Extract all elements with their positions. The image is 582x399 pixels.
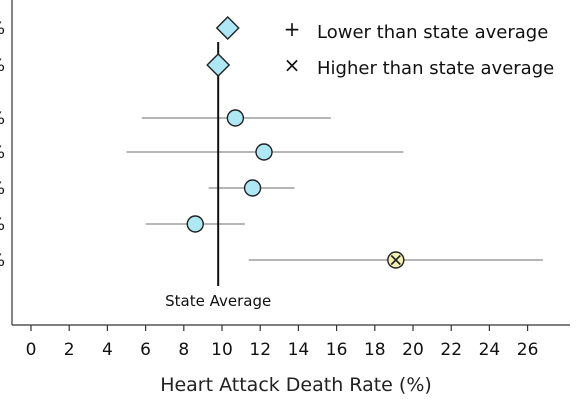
- x-tick-label-8: 16: [326, 340, 348, 360]
- data-markers: [186, 16, 405, 269]
- confidence-intervals: [126, 117, 543, 261]
- row-label-6: %: [0, 251, 5, 271]
- row-label-1: %: [0, 56, 5, 76]
- x-tick-label-3: 6: [140, 340, 151, 360]
- legend-label-lower: Lower than state average: [317, 22, 548, 43]
- circle-marker-2: [226, 109, 245, 127]
- x-tick-label-4: 8: [178, 340, 189, 360]
- legend: + Lower than state average × Higher than…: [284, 17, 555, 79]
- state-average-label: State Average: [165, 292, 271, 310]
- circle-marker-5: [186, 215, 204, 233]
- x-axis-title: Heart Attack Death Rate (%): [160, 374, 432, 396]
- legend-cross-icon: ×: [284, 53, 301, 77]
- x-tick-label-10: 20: [402, 340, 424, 360]
- row-label-4: %: [0, 179, 5, 199]
- row-label-0: %: [0, 19, 5, 39]
- circle-marker-4: [243, 179, 262, 197]
- x-axis: [11, 0, 570, 331]
- diamond-marker-1: [206, 53, 231, 77]
- x-tick-label-13: 26: [517, 340, 539, 360]
- circle-marker-3: [255, 143, 273, 161]
- x-tick-label-0: 0: [26, 340, 37, 360]
- row-label-5: %: [0, 215, 5, 235]
- x-tick-label-2: 4: [102, 340, 113, 360]
- diamond-marker-0: [215, 16, 240, 40]
- row-labels: %%%%%%%: [0, 19, 5, 271]
- x-tick-label-11: 22: [440, 340, 462, 360]
- x-tick-label-9: 18: [364, 340, 386, 360]
- higher-flag-icon-6: [390, 254, 401, 266]
- legend-plus-icon: +: [284, 17, 301, 41]
- row-label-3: %: [0, 143, 5, 163]
- x-tick-label-6: 12: [249, 340, 271, 360]
- x-tick-labels: 0 2 4 6 8 10 12 14 16 18 20 22 24 26: [26, 340, 539, 360]
- x-tick-label-12: 24: [479, 340, 501, 360]
- row-label-2: %: [0, 109, 5, 129]
- x-tick-label-7: 14: [288, 340, 310, 360]
- x-tick-label-1: 2: [64, 340, 75, 360]
- x-tick-label-5: 10: [211, 340, 233, 360]
- legend-label-higher: Higher than state average: [317, 58, 554, 79]
